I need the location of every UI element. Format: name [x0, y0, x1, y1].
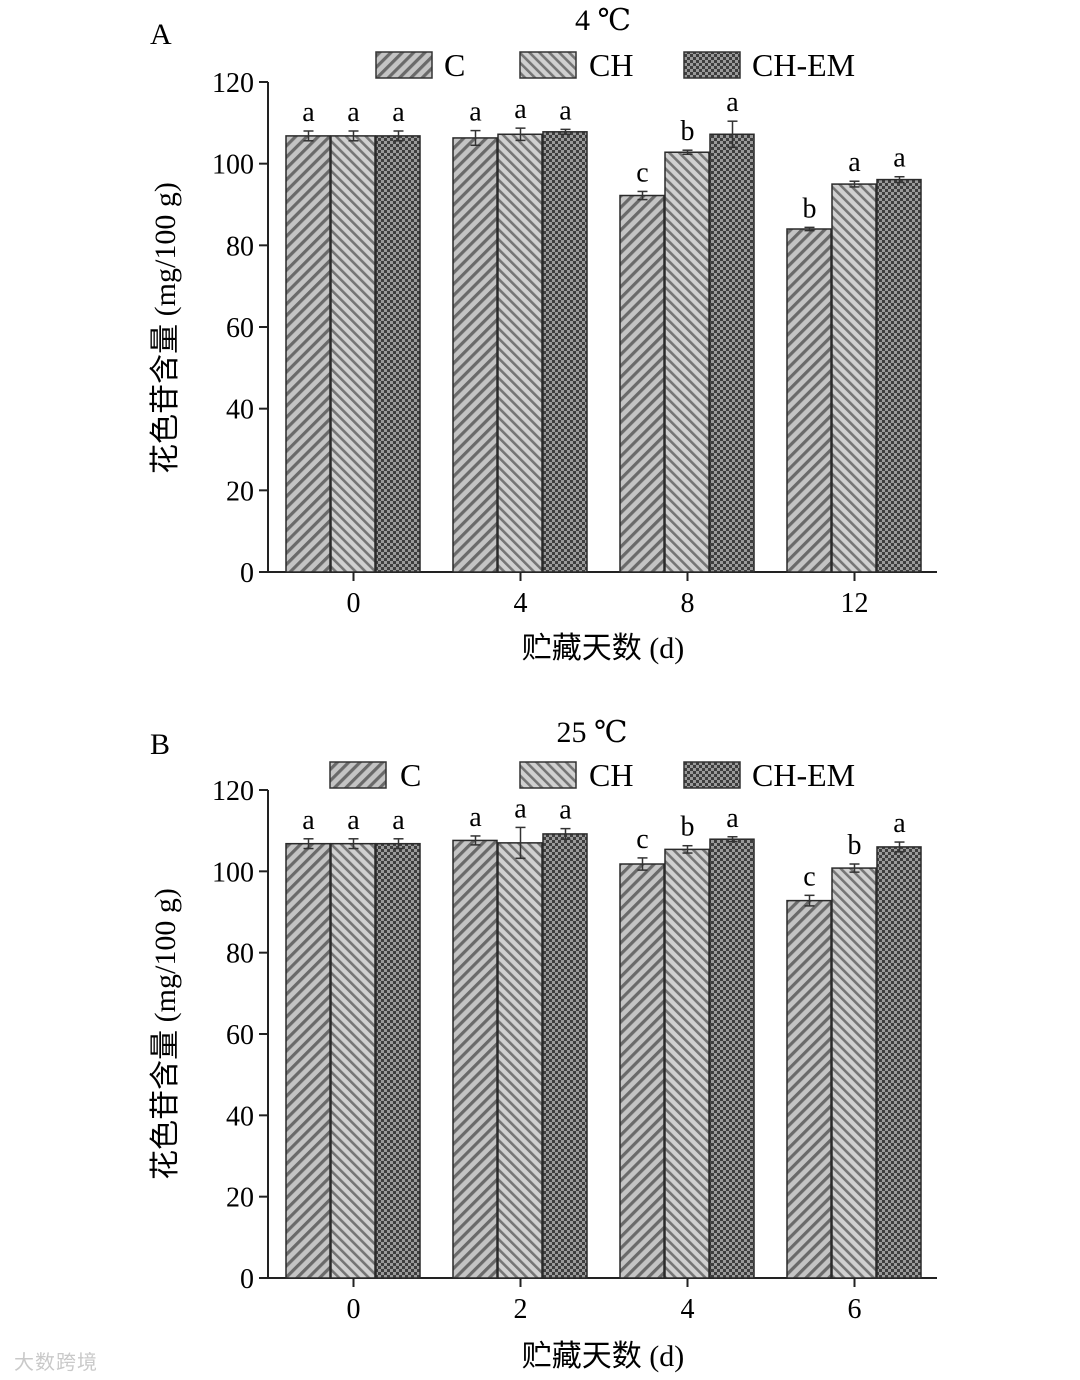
- panel-a-xlabel: 贮藏天数 (d): [522, 632, 684, 665]
- significance-label: a: [514, 793, 527, 824]
- x-tick-label: 8: [681, 588, 695, 619]
- bar-b-c-6: [786, 899, 832, 1279]
- significance-label: a: [302, 97, 315, 128]
- bar-a-c-4: [452, 137, 498, 573]
- y-tick-label: 20: [226, 1183, 254, 1214]
- bar-a-ch-0: [330, 135, 376, 573]
- panel-b-letter: B: [150, 728, 170, 761]
- significance-label: c: [803, 861, 815, 892]
- bar-a-chem-4: [542, 131, 588, 573]
- legend-a-label-c: C: [444, 47, 465, 83]
- significance-label: b: [848, 830, 862, 861]
- legend-a-label-ch: CH: [589, 47, 633, 83]
- legend-b-label-ch: CH: [589, 757, 633, 793]
- y-tick-label: 60: [226, 313, 254, 344]
- significance-label: a: [848, 147, 861, 178]
- bar-a-c-8: [619, 194, 665, 573]
- bar-b-ch-2: [497, 842, 543, 1279]
- panel-a: A 4 ℃ C CH CH-EM 花色苷含量 (mg/100 g) 贮藏天数 (…: [149, 4, 937, 665]
- x-tick-label: 0: [347, 1294, 361, 1325]
- significance-label: a: [559, 95, 572, 126]
- significance-label: a: [347, 97, 360, 128]
- bar-a-chem-8: [709, 133, 755, 573]
- bar-b-chem-6: [876, 846, 922, 1279]
- bar-b-c-0: [285, 842, 331, 1279]
- significance-label: a: [392, 97, 405, 128]
- significance-label: a: [726, 803, 739, 834]
- significance-label: a: [893, 143, 906, 174]
- y-tick-label: 120: [212, 776, 254, 807]
- significance-label: a: [893, 808, 906, 839]
- x-tick-label: 2: [514, 1294, 528, 1325]
- bar-b-chem-4: [709, 838, 755, 1279]
- legend-b-label-chem: CH-EM: [752, 757, 855, 793]
- panel-a-legend: C CH CH-EM: [375, 47, 855, 83]
- x-tick-label: 4: [514, 588, 528, 619]
- bar-a-ch-12: [831, 183, 877, 573]
- legend-b-swatch-chem: [683, 761, 741, 789]
- y-tick-label: 40: [226, 395, 254, 426]
- bar-a-ch-8: [664, 151, 710, 573]
- panel-b-xlabel: 贮藏天数 (d): [522, 1340, 684, 1373]
- significance-label: a: [559, 795, 572, 826]
- legend-a-swatch-c: [375, 51, 433, 79]
- watermark-text: 大数跨境: [14, 1350, 98, 1374]
- x-tick-label: 12: [841, 588, 869, 619]
- bar-b-ch-6: [831, 867, 877, 1279]
- bar-b-c-4: [619, 863, 665, 1279]
- y-tick-label: 20: [226, 476, 254, 507]
- panel-b-ylabel: 花色苷含量 (mg/100 g): [149, 888, 182, 1180]
- legend-b-swatch-ch: [519, 761, 577, 789]
- bar-b-c-2: [452, 839, 498, 1279]
- significance-label: b: [803, 193, 817, 224]
- y-tick-label: 120: [212, 68, 254, 99]
- legend-b-label-c: C: [400, 757, 421, 793]
- significance-label: a: [726, 87, 739, 118]
- panel-a-title: 4 ℃: [575, 4, 631, 37]
- bar-a-chem-12: [876, 178, 922, 573]
- panel-b: B 25 ℃ C CH CH-EM 花色苷含量 (mg/100 g) 贮藏天数 …: [149, 716, 937, 1373]
- y-tick-label: 60: [226, 1020, 254, 1051]
- panel-b-legend: C CH CH-EM: [329, 757, 855, 793]
- y-tick-label: 0: [240, 558, 254, 589]
- y-tick-label: 80: [226, 231, 254, 262]
- legend-a-swatch-chem: [683, 51, 741, 79]
- significance-label: a: [469, 97, 482, 128]
- bar-b-ch-0: [330, 842, 376, 1279]
- y-tick-label: 100: [212, 857, 254, 888]
- bar-a-c-12: [786, 228, 832, 573]
- x-tick-label: 6: [848, 1294, 862, 1325]
- bar-b-chem-2: [542, 833, 588, 1279]
- bar-b-chem-0: [375, 842, 421, 1279]
- legend-a-swatch-ch: [519, 51, 577, 79]
- bar-a-c-0: [285, 135, 331, 573]
- legend-a-label-chem: CH-EM: [752, 47, 855, 83]
- panel-a-letter: A: [150, 18, 172, 51]
- y-tick-label: 80: [226, 939, 254, 970]
- significance-label: a: [347, 805, 360, 836]
- panel-a-ylabel: 花色苷含量 (mg/100 g): [149, 182, 182, 474]
- bar-a-chem-0: [375, 135, 421, 573]
- significance-label: a: [392, 805, 405, 836]
- y-tick-label: 100: [212, 150, 254, 181]
- significance-label: b: [681, 812, 695, 843]
- legend-b-swatch-c: [329, 761, 387, 789]
- significance-label: b: [681, 116, 695, 147]
- significance-label: a: [469, 802, 482, 833]
- y-tick-label: 40: [226, 1101, 254, 1132]
- x-tick-label: 0: [347, 588, 361, 619]
- significance-label: c: [636, 157, 648, 188]
- panel-b-title: 25 ℃: [556, 716, 627, 749]
- bar-a-ch-4: [497, 133, 543, 573]
- bar-b-ch-4: [664, 848, 710, 1279]
- significance-label: a: [302, 805, 315, 836]
- significance-label: a: [514, 94, 527, 125]
- y-tick-label: 0: [240, 1264, 254, 1295]
- significance-label: c: [636, 824, 648, 855]
- x-tick-label: 4: [681, 1294, 695, 1325]
